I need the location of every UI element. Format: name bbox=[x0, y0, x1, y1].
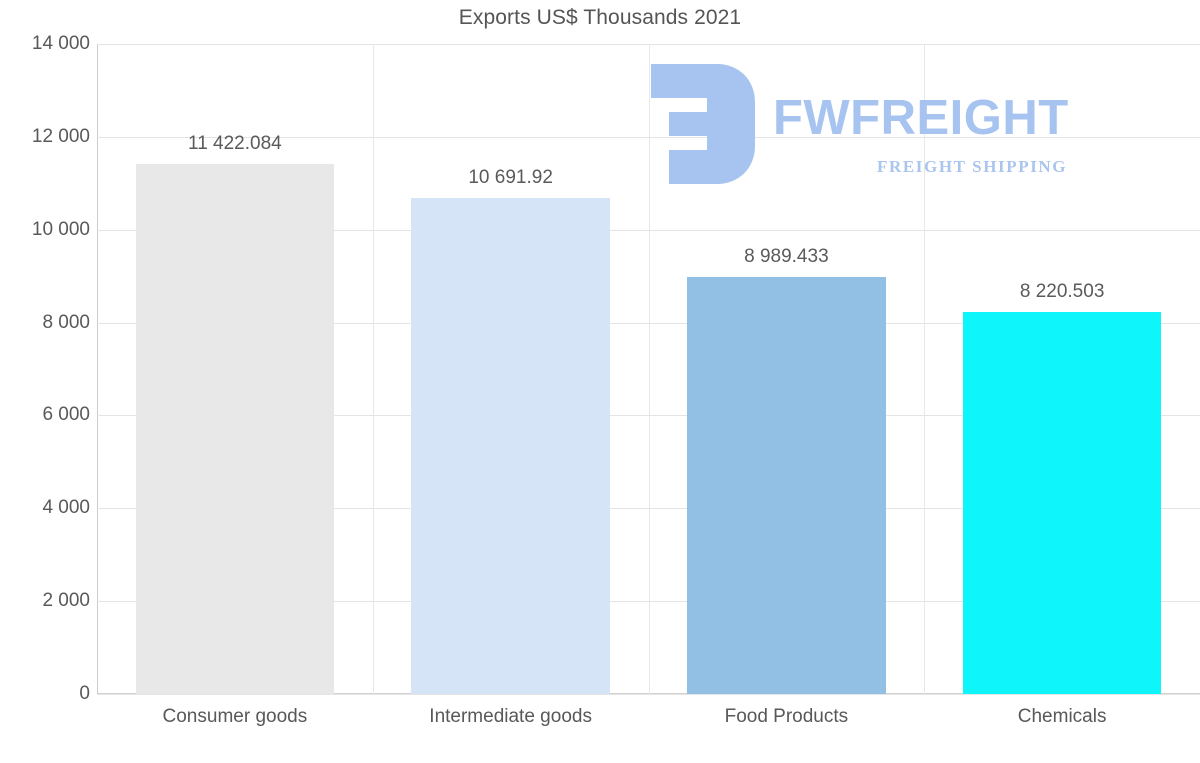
plot-area: 11 422.084 10 691.92 8 989.433 8 220.503 bbox=[97, 44, 1200, 695]
bar[interactable] bbox=[962, 312, 1162, 694]
y-axis-tick-label: 0 bbox=[79, 683, 90, 704]
chart-title: Exports US$ Thousands 2021 bbox=[458, 6, 742, 29]
y-axis-line bbox=[97, 44, 98, 694]
gridline-horizontal bbox=[97, 136, 1200, 138]
gridline-horizontal bbox=[97, 508, 1200, 510]
gridline-horizontal bbox=[97, 415, 1200, 417]
gridline-vertical bbox=[373, 44, 374, 694]
bar-value-label: 11 422.084 bbox=[188, 132, 282, 154]
bar[interactable] bbox=[687, 276, 886, 694]
y-axis-tick-label: 14 000 bbox=[31, 33, 90, 54]
bar-value-label: 8 220.503 bbox=[1019, 281, 1105, 303]
x-axis-tick-label: Chemicals bbox=[1017, 706, 1107, 727]
gridline-vertical bbox=[924, 44, 925, 694]
bar[interactable] bbox=[135, 163, 335, 694]
gridline-horizontal bbox=[97, 601, 1200, 603]
x-axis-tick-label: Food Products bbox=[724, 706, 849, 727]
gridline-horizontal bbox=[97, 229, 1200, 231]
gridline-horizontal bbox=[97, 322, 1200, 324]
bar[interactable] bbox=[411, 197, 610, 694]
y-axis-tick-label: 4 000 bbox=[42, 497, 90, 519]
x-axis-tick-label: Intermediate goods bbox=[429, 706, 592, 727]
y-axis-tick-label: 6 000 bbox=[42, 404, 90, 426]
x-axis-tick-label: Consumer goods bbox=[162, 706, 308, 727]
y-axis-tick-label: 2 000 bbox=[42, 590, 90, 612]
y-axis-tick-label: 10 000 bbox=[31, 218, 90, 240]
gridline-horizontal bbox=[97, 44, 1200, 45]
gridline-vertical bbox=[649, 44, 650, 694]
y-axis-tick-label: 8 000 bbox=[42, 311, 90, 333]
y-axis-tick-label: 12 000 bbox=[31, 125, 90, 147]
bar-value-label: 10 691.92 bbox=[468, 166, 553, 188]
gridline-horizontal bbox=[97, 694, 1200, 695]
bar-value-label: 8 989.433 bbox=[744, 245, 829, 267]
x-axis-line bbox=[97, 693, 1200, 694]
